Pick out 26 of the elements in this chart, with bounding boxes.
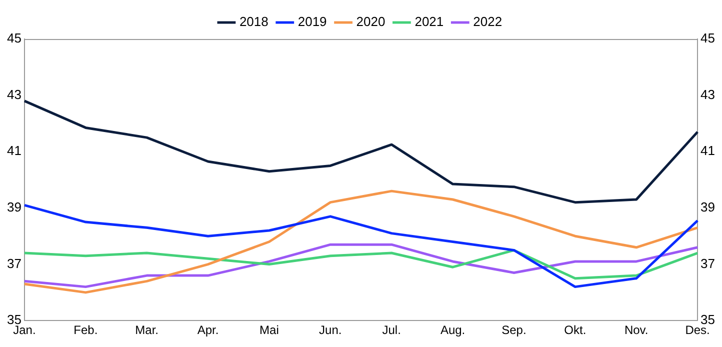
legend-label: 2022 <box>473 14 502 30</box>
y2-tick-label: 41 <box>700 143 716 158</box>
x-tick-label: Aug. <box>440 323 466 338</box>
x-tick-label: Feb. <box>74 323 98 338</box>
legend-label: 2021 <box>414 14 444 30</box>
y-tick-label: 45 <box>6 30 22 46</box>
legend-label: 2019 <box>298 14 327 30</box>
y2-tick-label: 37 <box>700 256 716 271</box>
y-tick-label: 37 <box>6 256 22 271</box>
x-tick-label: Jan. <box>13 323 36 338</box>
legend-label: 2020 <box>356 14 386 30</box>
x-tick-label: Mar. <box>135 323 159 338</box>
y2-tick-label: 45 <box>700 30 716 46</box>
x-tick-label: Nov. <box>624 323 648 338</box>
x-tick-label: Okt. <box>564 323 586 338</box>
y-tick-label: 41 <box>6 143 22 158</box>
x-tick-label: Jun. <box>319 323 342 338</box>
y-tick-label: 39 <box>6 200 22 215</box>
x-tick-label: Mai <box>260 323 279 338</box>
y-tick-label: 43 <box>6 86 22 102</box>
y2-tick-label: 43 <box>700 86 716 102</box>
legend-label: 2018 <box>239 14 268 30</box>
y2-tick-label: 39 <box>700 200 716 215</box>
x-tick-label: Sep. <box>502 323 526 338</box>
x-tick-label: Jul. <box>382 323 401 338</box>
x-tick-label: Apr. <box>197 323 219 338</box>
